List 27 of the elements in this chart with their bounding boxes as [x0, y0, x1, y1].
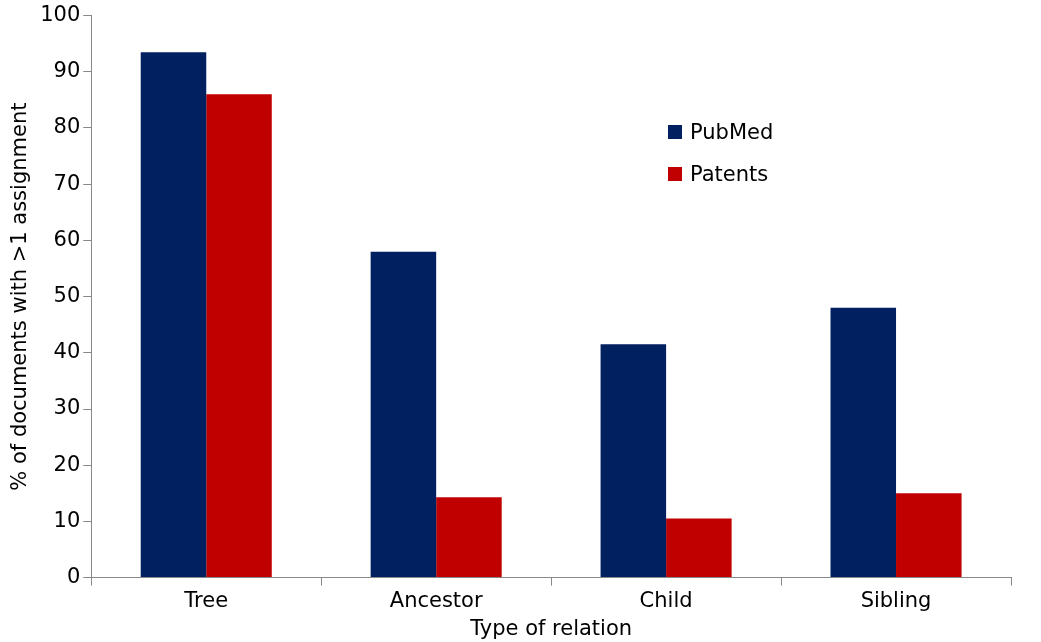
- y-tick-label: 60: [53, 226, 81, 251]
- bar: [370, 251, 437, 578]
- y-tick-label: 30: [53, 395, 81, 420]
- x-tick-label: Tree: [183, 587, 229, 612]
- y-tick-label: 80: [53, 114, 81, 139]
- x-axis-title: Type of relation: [469, 615, 633, 640]
- bar: [600, 344, 667, 578]
- bar: [206, 94, 272, 578]
- legend-label: Patents: [690, 162, 769, 186]
- y-tick-label: 90: [53, 58, 81, 83]
- y-tick-label: 0: [66, 564, 81, 589]
- y-tick-label: 40: [53, 339, 81, 364]
- y-tick-label: 50: [53, 283, 81, 308]
- bar: [896, 493, 962, 578]
- y-tick-label: 10: [53, 507, 81, 532]
- y-tick-label: 20: [53, 451, 81, 476]
- x-tick-label: Sibling: [860, 587, 932, 612]
- bar: [830, 307, 897, 578]
- x-tick-label: Child: [639, 587, 693, 612]
- y-tick-label: 100: [40, 2, 81, 27]
- y-tick-label: 70: [53, 170, 81, 195]
- bar: [666, 518, 732, 578]
- x-tick-label: Ancestor: [389, 587, 483, 612]
- y-axis-title: % of documents with >1 assignment: [7, 102, 32, 491]
- bar: [140, 52, 207, 578]
- legend-label: PubMed: [690, 120, 774, 144]
- bar: [436, 497, 502, 578]
